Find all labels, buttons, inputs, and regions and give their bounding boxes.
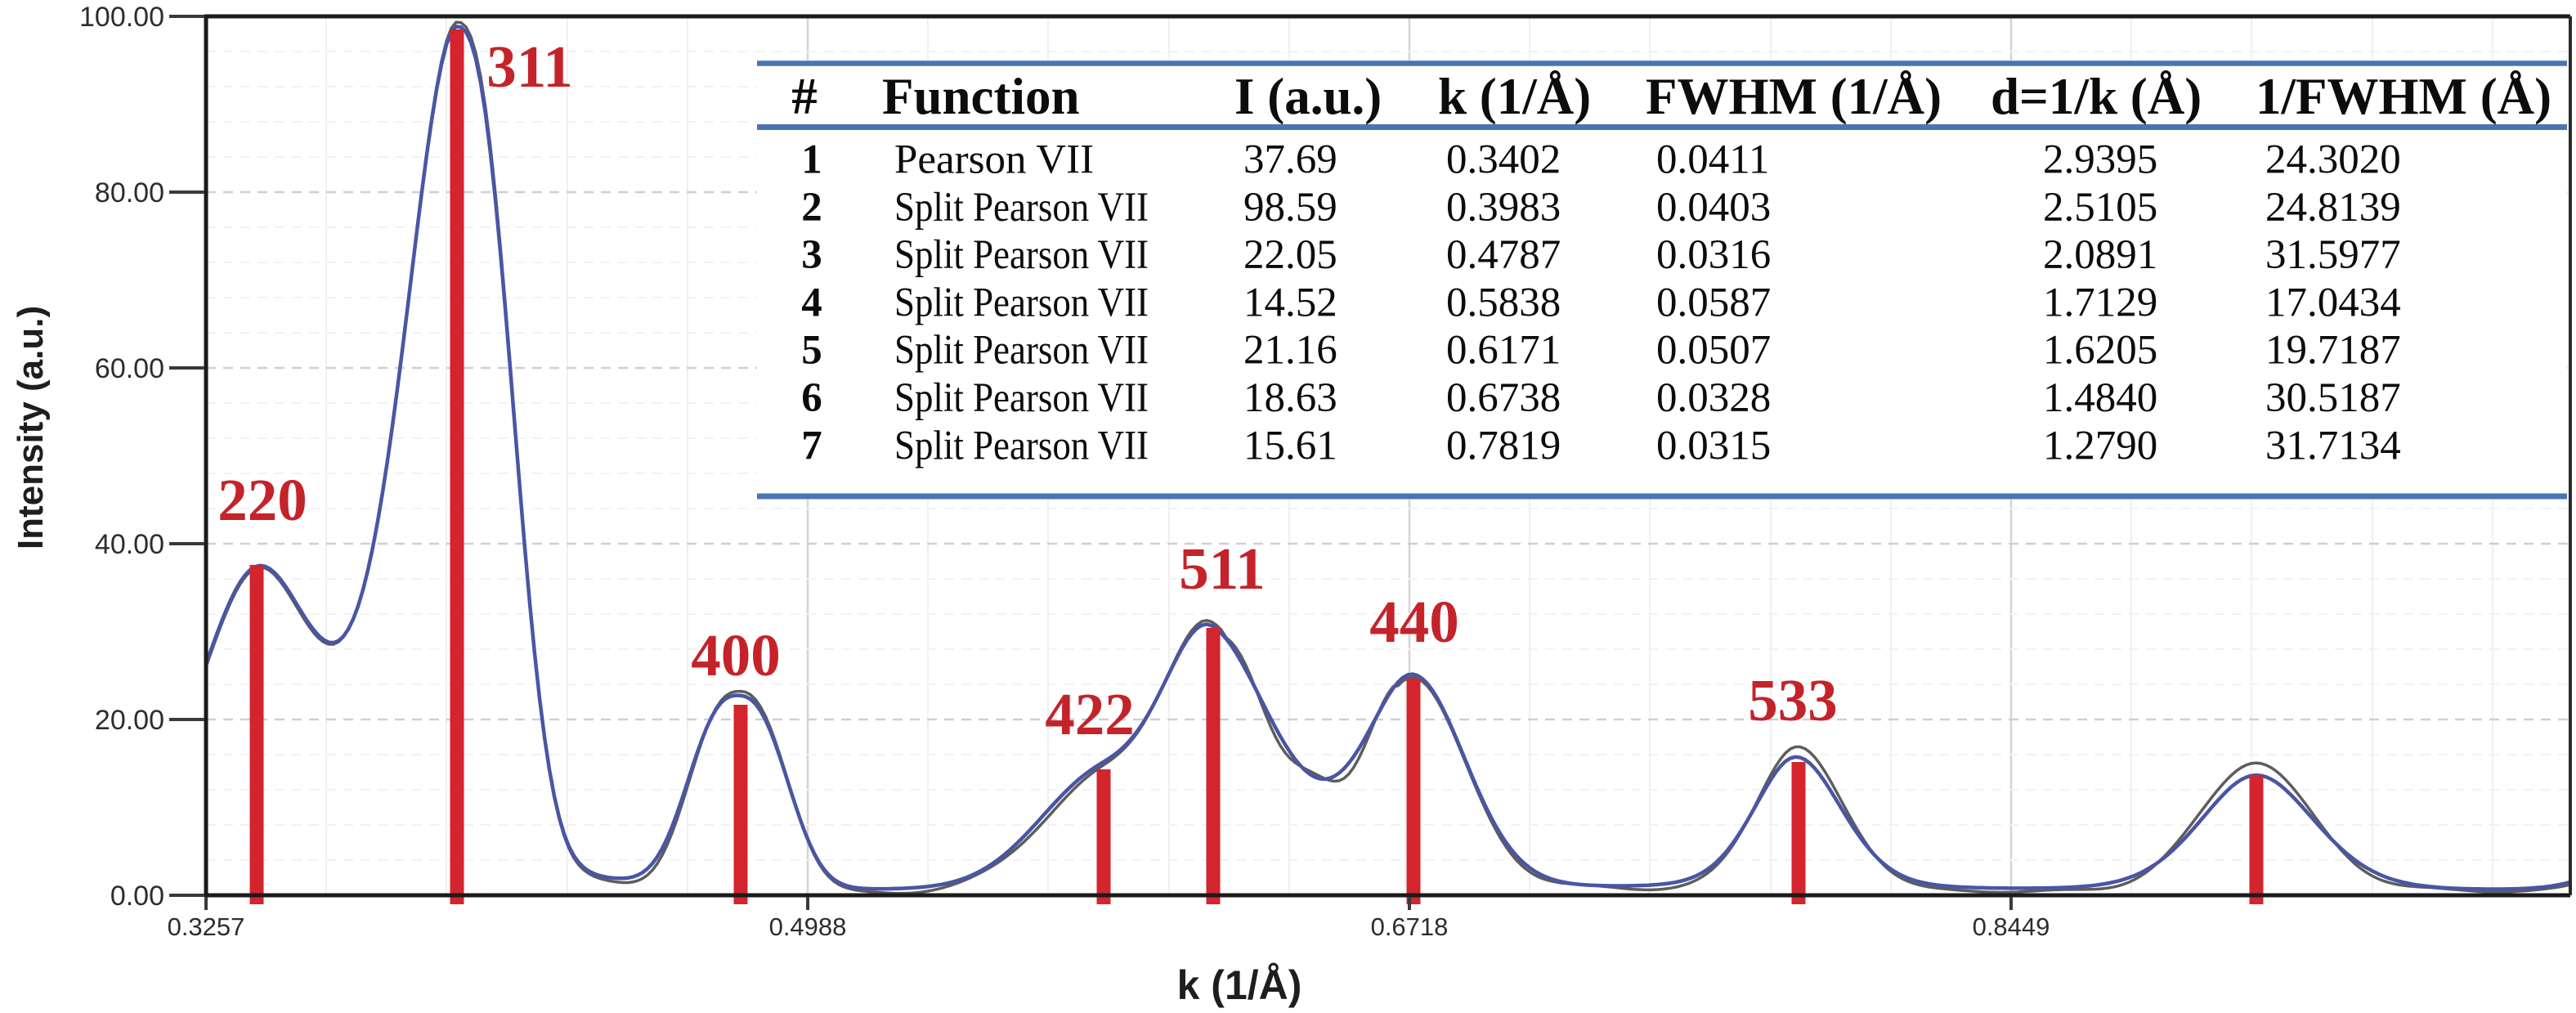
svg-text:0.00: 0.00 <box>110 881 164 912</box>
svg-text:k (1/Å): k (1/Å) <box>1438 68 1591 125</box>
svg-text:Split Pearson VII: Split Pearson VII <box>894 328 1149 374</box>
svg-text:31.5977: 31.5977 <box>2265 232 2401 278</box>
svg-text:30.5187: 30.5187 <box>2265 375 2401 421</box>
svg-text:1.6205: 1.6205 <box>2043 328 2157 374</box>
svg-text:0.4787: 0.4787 <box>1446 232 1561 278</box>
svg-text:Split Pearson VII: Split Pearson VII <box>894 375 1149 421</box>
svg-text:31.7134: 31.7134 <box>2265 423 2401 468</box>
svg-text:Split Pearson VII: Split Pearson VII <box>894 280 1149 325</box>
svg-text:18.63: 18.63 <box>1243 375 1337 421</box>
svg-text:Pearson VII: Pearson VII <box>894 137 1094 183</box>
svg-text:20.00: 20.00 <box>95 705 164 736</box>
svg-text:4: 4 <box>801 280 822 325</box>
svg-text:2: 2 <box>801 185 822 231</box>
svg-text:0.0411: 0.0411 <box>1656 137 1769 183</box>
svg-text:0.8449: 0.8449 <box>1973 912 2050 941</box>
svg-text:17.0434: 17.0434 <box>2265 280 2401 325</box>
svg-text:19.7187: 19.7187 <box>2265 328 2401 374</box>
svg-text:422: 422 <box>1045 681 1135 747</box>
svg-text:60.00: 60.00 <box>95 353 164 384</box>
svg-text:Split Pearson VII: Split Pearson VII <box>894 232 1149 278</box>
svg-text:37.69: 37.69 <box>1243 137 1337 183</box>
svg-text:I (a.u.): I (a.u.) <box>1234 68 1382 125</box>
svg-text:40.00: 40.00 <box>95 529 164 560</box>
svg-text:533: 533 <box>1748 667 1838 733</box>
svg-text:0.0328: 0.0328 <box>1656 375 1771 421</box>
svg-text:0.3983: 0.3983 <box>1446 185 1561 231</box>
svg-text:24.8139: 24.8139 <box>2265 185 2401 231</box>
svg-text:2.0891: 2.0891 <box>2043 232 2157 278</box>
svg-text:1.4840: 1.4840 <box>2043 375 2157 421</box>
svg-text:511: 511 <box>1179 536 1265 602</box>
svg-text:0.7819: 0.7819 <box>1446 423 1561 468</box>
svg-text:d=1/k (Å): d=1/k (Å) <box>1991 68 2202 125</box>
svg-text:1.2790: 1.2790 <box>2043 423 2157 468</box>
svg-text:0.4988: 0.4988 <box>769 912 847 941</box>
svg-text:k (1/Å): k (1/Å) <box>1177 962 1302 1008</box>
svg-text:0.0403: 0.0403 <box>1656 185 1771 231</box>
svg-text:0.6718: 0.6718 <box>1371 912 1449 941</box>
svg-text:440: 440 <box>1369 589 1459 655</box>
svg-text:FWHM (1/Å): FWHM (1/Å) <box>1646 68 1942 125</box>
svg-text:7: 7 <box>801 423 822 468</box>
svg-text:0.5838: 0.5838 <box>1446 280 1561 325</box>
svg-text:80.00: 80.00 <box>95 177 164 208</box>
svg-text:0.0315: 0.0315 <box>1656 423 1771 468</box>
svg-text:220: 220 <box>217 467 307 533</box>
svg-text:Split Pearson VII: Split Pearson VII <box>894 423 1149 468</box>
svg-text:2.5105: 2.5105 <box>2043 185 2157 231</box>
svg-text:1/FWHM (Å): 1/FWHM (Å) <box>2256 68 2551 125</box>
svg-text:0.0316: 0.0316 <box>1656 232 1771 278</box>
svg-text:0.0507: 0.0507 <box>1656 328 1771 374</box>
svg-text:14.52: 14.52 <box>1243 280 1337 325</box>
svg-text:400: 400 <box>691 622 781 688</box>
svg-text:2.9395: 2.9395 <box>2043 137 2157 183</box>
svg-text:1.7129: 1.7129 <box>2043 280 2157 325</box>
svg-text:100.00: 100.00 <box>79 2 164 33</box>
svg-text:5: 5 <box>801 328 822 374</box>
svg-text:6: 6 <box>801 375 822 421</box>
svg-text:0.6738: 0.6738 <box>1446 375 1561 421</box>
svg-text:0.3257: 0.3257 <box>168 912 245 941</box>
svg-text:0.0587: 0.0587 <box>1656 280 1771 325</box>
svg-text:24.3020: 24.3020 <box>2265 137 2401 183</box>
svg-text:#: # <box>791 68 818 125</box>
svg-text:Intensity (a.u.): Intensity (a.u.) <box>11 306 51 549</box>
svg-text:98.59: 98.59 <box>1243 185 1337 231</box>
svg-text:15.61: 15.61 <box>1243 423 1337 468</box>
svg-text:311: 311 <box>486 34 572 100</box>
svg-text:0.6171: 0.6171 <box>1446 328 1561 374</box>
svg-text:1: 1 <box>801 137 822 183</box>
svg-text:22.05: 22.05 <box>1243 232 1337 278</box>
svg-text:21.16: 21.16 <box>1243 328 1337 374</box>
svg-text:Split Pearson VII: Split Pearson VII <box>894 185 1149 231</box>
svg-text:0.3402: 0.3402 <box>1446 137 1561 183</box>
svg-text:Function: Function <box>882 68 1080 125</box>
svg-text:3: 3 <box>801 232 822 278</box>
